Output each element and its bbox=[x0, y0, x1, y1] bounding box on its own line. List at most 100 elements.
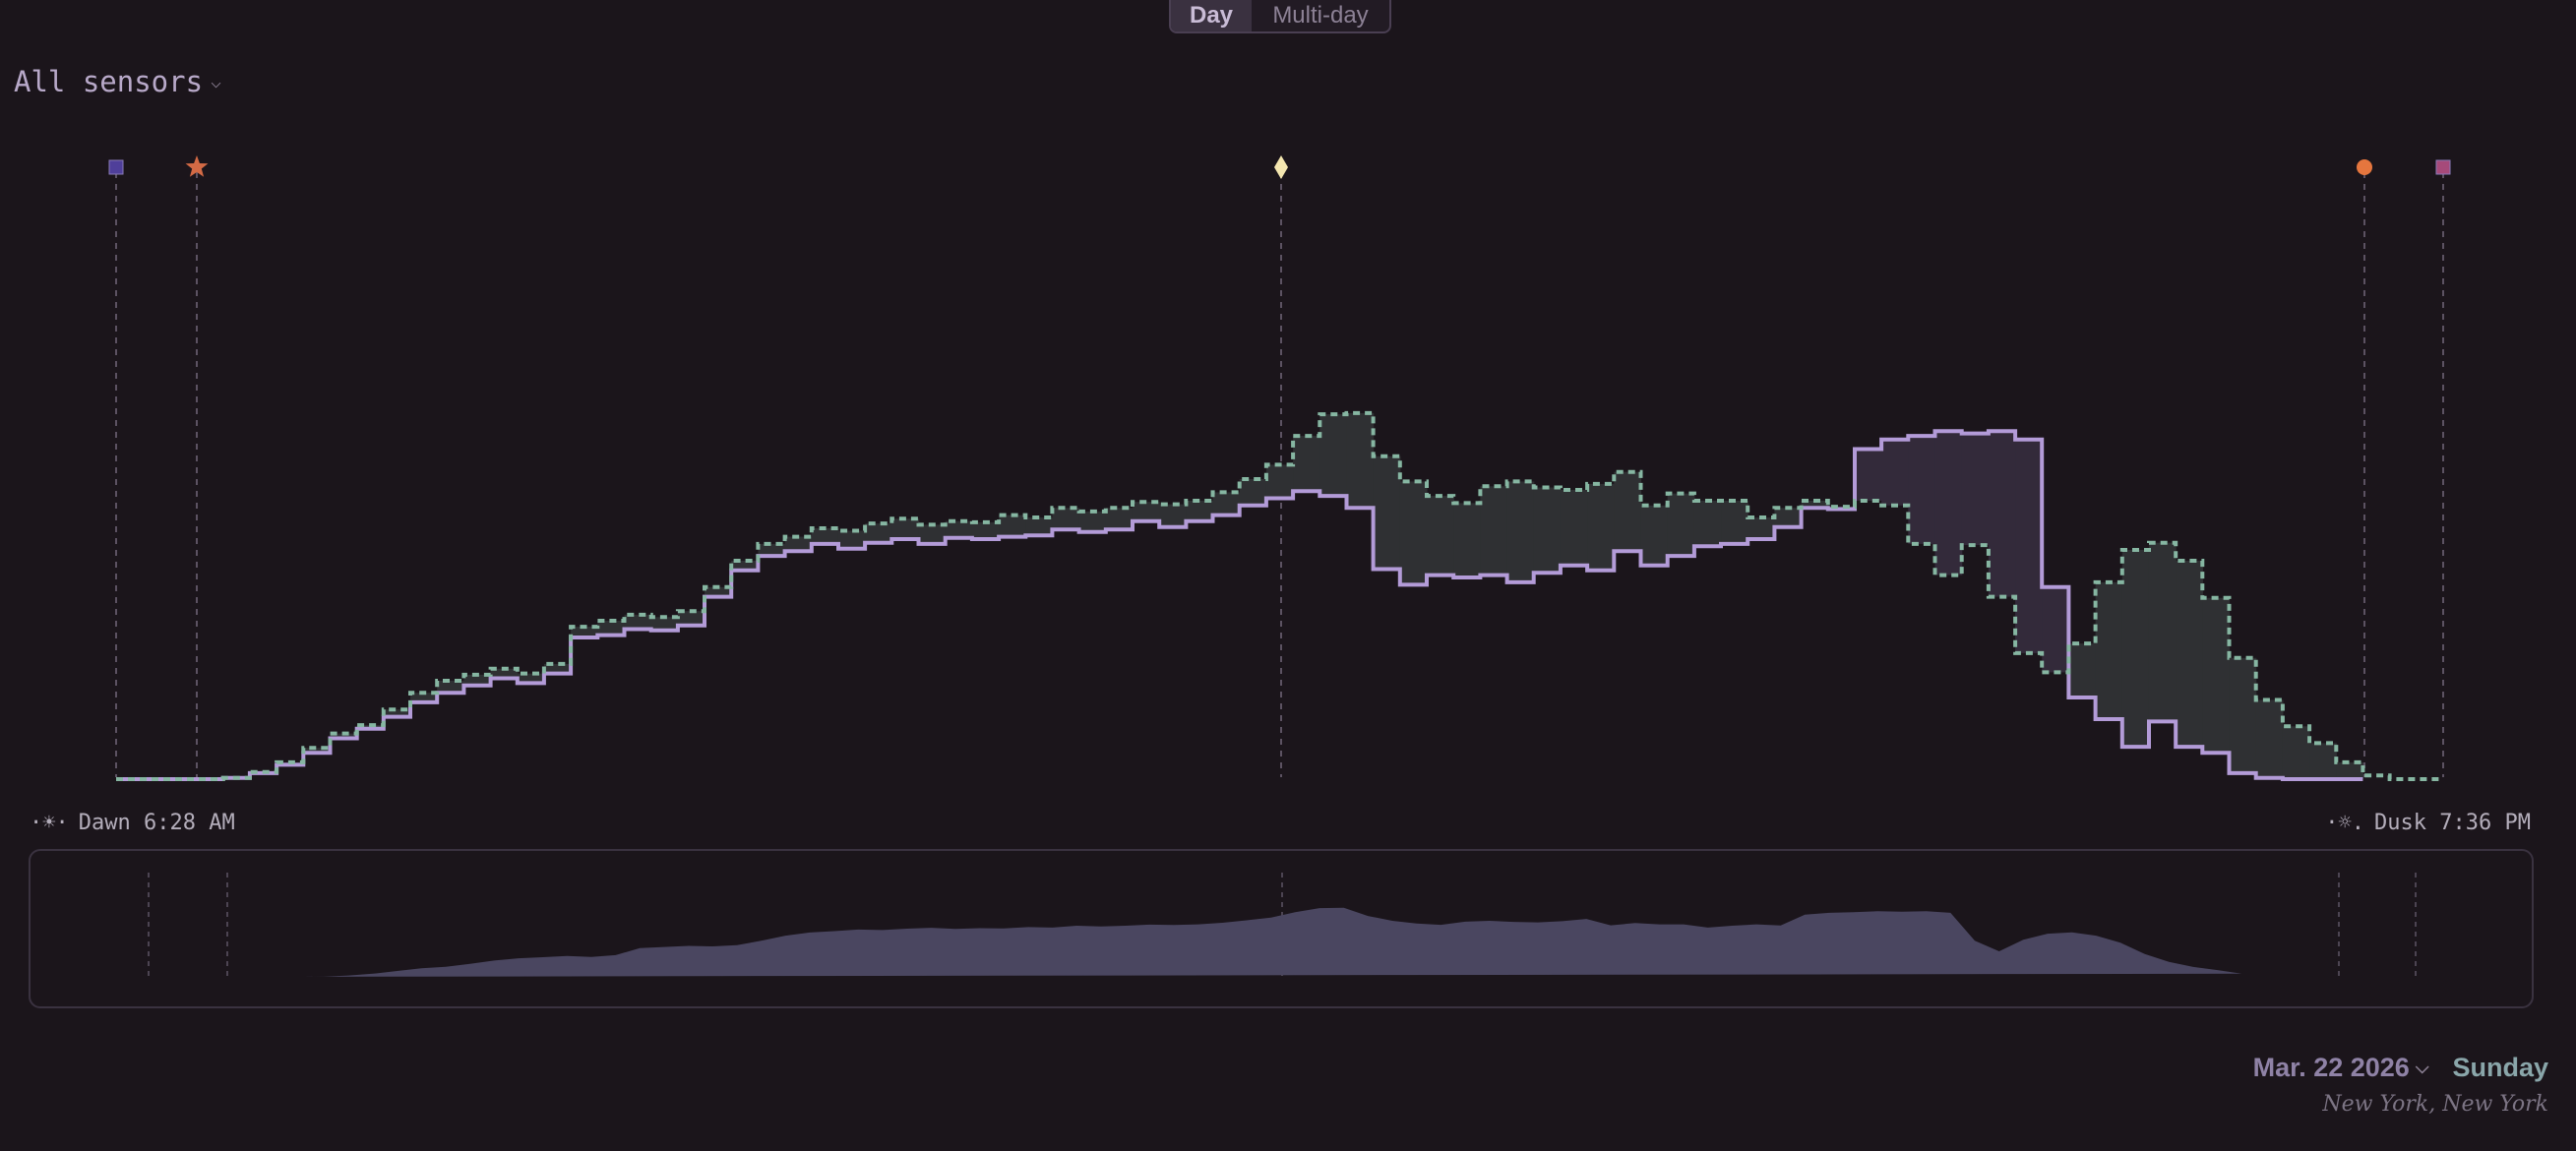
band-segment bbox=[463, 674, 492, 686]
band-segment bbox=[1186, 500, 1214, 521]
band-segment bbox=[1721, 500, 1748, 544]
band-segment bbox=[1961, 433, 1990, 546]
band-segment bbox=[705, 586, 732, 597]
band-segment bbox=[1801, 500, 1829, 509]
band-segment bbox=[2042, 586, 2070, 673]
band-segment bbox=[1614, 471, 1642, 552]
dusk-label: ·☼. Dusk 7:36 PM bbox=[2325, 811, 2531, 835]
band-segment bbox=[517, 673, 545, 684]
band-segment bbox=[945, 520, 973, 538]
band-segment bbox=[2095, 581, 2123, 719]
square-marker-icon[interactable] bbox=[108, 159, 124, 175]
toggle-day[interactable]: Day bbox=[1171, 0, 1252, 31]
band-segment bbox=[1212, 492, 1241, 515]
band-segment bbox=[1774, 508, 1803, 527]
band-segment bbox=[784, 536, 813, 552]
star-marker-icon[interactable] bbox=[185, 155, 209, 177]
band-segment bbox=[1427, 496, 1454, 576]
band-segment bbox=[2202, 597, 2231, 754]
band-segment bbox=[2015, 439, 2043, 653]
band-segment bbox=[1025, 517, 1054, 536]
chevron-down-icon: ⌵ bbox=[2415, 1058, 2429, 1077]
diamond-marker-icon[interactable] bbox=[1274, 155, 1288, 179]
band-segment bbox=[543, 663, 572, 674]
band-segment bbox=[1159, 504, 1187, 527]
band-segment bbox=[1533, 487, 1562, 574]
band-segment bbox=[758, 543, 786, 557]
dawn-time: Dawn 6:28 AM bbox=[78, 811, 235, 835]
view-toggle: Day Multi-day bbox=[1169, 0, 1391, 33]
band-segment bbox=[1908, 436, 1936, 544]
band-segment bbox=[837, 530, 866, 549]
date-value: Mar. 22 2026 bbox=[2252, 1053, 2410, 1082]
band-segment bbox=[811, 528, 839, 544]
band-segment bbox=[2282, 726, 2310, 779]
sunrise-icon: ·☀· bbox=[30, 811, 69, 835]
band-segment bbox=[2121, 549, 2150, 748]
band-segment bbox=[1453, 503, 1481, 578]
band-segment bbox=[2229, 657, 2257, 773]
band-segment bbox=[1640, 505, 1669, 566]
band-segment bbox=[1988, 431, 2016, 597]
date-dropdown[interactable]: Mar. 22 2026 ⌵ bbox=[2253, 1053, 2429, 1083]
band-segment bbox=[731, 560, 760, 571]
band-segment bbox=[865, 523, 892, 543]
band-segment bbox=[1319, 414, 1348, 497]
band-segment bbox=[437, 680, 464, 694]
circle-marker-icon[interactable] bbox=[2357, 159, 2372, 175]
band-segment bbox=[410, 693, 438, 702]
band-segment bbox=[2309, 743, 2337, 779]
band-segment bbox=[1560, 489, 1588, 566]
overview-panel[interactable] bbox=[29, 849, 2534, 1008]
band-segment bbox=[650, 617, 679, 631]
band-segment bbox=[1105, 508, 1134, 530]
band-segment bbox=[1293, 436, 1320, 492]
band-segment bbox=[1480, 486, 1508, 576]
band-segment bbox=[597, 620, 626, 636]
band-segment bbox=[1854, 449, 1882, 501]
band-segment bbox=[1934, 431, 1963, 576]
band-segment bbox=[1265, 464, 1294, 499]
band-segment bbox=[1587, 483, 1615, 571]
band-segment bbox=[1052, 508, 1080, 530]
band-segment bbox=[2336, 761, 2364, 779]
band-segment bbox=[2068, 643, 2097, 698]
sensor-filter-dropdown[interactable]: All sensors ⌵ bbox=[14, 65, 221, 98]
date-row: Mar. 22 2026 ⌵ Sunday bbox=[2253, 1053, 2548, 1083]
band-segment bbox=[2148, 542, 2177, 722]
location: New York, New York bbox=[2322, 1092, 2548, 1117]
band-segment bbox=[918, 524, 947, 544]
toggle-multi-day[interactable]: Multi-day bbox=[1272, 2, 1369, 29]
chevron-down-icon: ⌵ bbox=[211, 71, 221, 92]
weekday: Sunday bbox=[2452, 1053, 2548, 1082]
dusk-time: Dusk 7:36 PM bbox=[2374, 811, 2531, 835]
band-segment bbox=[624, 614, 652, 630]
series-line-purple bbox=[116, 429, 2363, 781]
band-segment bbox=[2176, 560, 2203, 748]
band-segment bbox=[2255, 699, 2284, 778]
sunset-icon: ·☼. bbox=[2325, 811, 2365, 835]
band-segment bbox=[677, 611, 705, 626]
overview-area bbox=[227, 907, 2242, 977]
band-segment bbox=[1667, 493, 1695, 557]
main-chart[interactable] bbox=[0, 138, 2576, 797]
sensor-filter-label: All sensors bbox=[14, 65, 204, 98]
band-segment bbox=[1693, 500, 1722, 547]
band-segment bbox=[1078, 511, 1107, 532]
band-segment bbox=[891, 518, 920, 539]
band-segment bbox=[1239, 479, 1267, 506]
band-segment bbox=[971, 521, 1000, 539]
band-segment bbox=[1748, 517, 1776, 539]
band-segment bbox=[1346, 412, 1375, 509]
band-segment bbox=[1506, 481, 1535, 582]
band-segment bbox=[999, 515, 1026, 537]
band-segment bbox=[303, 748, 332, 754]
band-segment bbox=[1373, 455, 1401, 570]
band-segment bbox=[1881, 439, 1909, 506]
band-segment bbox=[571, 627, 598, 638]
band-segment bbox=[490, 668, 519, 679]
square-marker-icon[interactable] bbox=[2435, 159, 2451, 175]
band-segment bbox=[1132, 502, 1160, 521]
overview-chart[interactable] bbox=[31, 851, 2532, 1006]
series-line-green bbox=[116, 410, 2443, 781]
